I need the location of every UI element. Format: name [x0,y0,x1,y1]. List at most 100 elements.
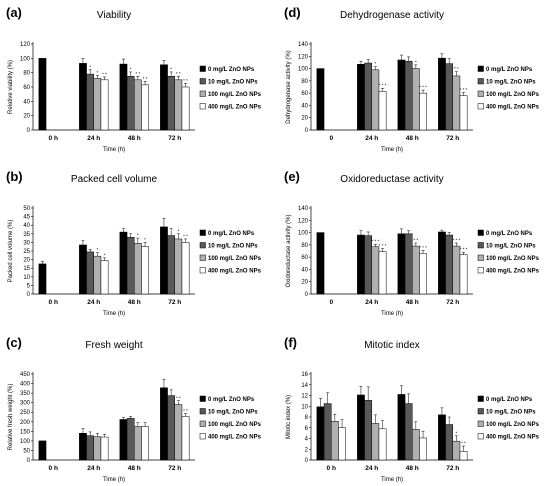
significance-mark: * * * [460,87,468,92]
y-tick-label: 12 [301,394,308,400]
bar [126,418,135,461]
bar [167,235,176,295]
x-axis-label: Time (h) [103,477,125,483]
significance-mark: * * * [371,239,379,244]
legend-label: 400 mg/L ZnO NPs [208,105,262,111]
legend-swatch [199,433,206,440]
bar [445,234,454,295]
y-tick-label: 350 [20,391,31,397]
y-tick-label: 35 [23,232,30,238]
y-tick-label: 60 [301,91,308,97]
bar [364,235,373,295]
bar [86,73,95,131]
chart-panel-3: (c) Fresh weight 0 50 100 150 200 250 300 350 400 4… [6,335,262,483]
bar [316,232,325,295]
x-category-label: 0 [329,299,333,306]
legend-label: 0 mg/L ZnO NPs [208,67,255,73]
bar [445,424,454,461]
legend-label: 100 mg/L ZnO NPs [208,256,262,262]
bar [371,423,380,461]
legend-label: 400 mg/L ZnO NPs [208,435,262,441]
panel-label: (c) [6,335,22,350]
bar [316,68,325,131]
legend-label: 400 mg/L ZnO NPs [486,105,540,111]
legend-swatch [477,267,484,274]
y-tick-label: 100 [298,231,309,237]
bar [160,64,168,131]
y-tick-label: 140 [298,42,309,48]
legend-label: 100 mg/L ZnO NPs [486,256,540,262]
bar [141,246,149,295]
y-tick-label: 250 [20,410,31,416]
chart-panel-6: (f) Mitotic index 0 2 4 6 8 10 12 14 16 Mitotic ind… [284,335,540,483]
x-category-label: 48 h [406,465,419,472]
bar [438,57,446,131]
legend-label: 10 mg/L ZnO NPs [208,410,258,416]
legend-label: 0 mg/L ZnO NPs [486,397,533,403]
significance-mark: * * [143,76,148,81]
significance-mark: * * * [419,245,427,250]
bar [419,437,427,461]
legend-label: 100 mg/L ZnO NPs [208,422,262,428]
legend-label: 0 mg/L ZnO NPs [208,397,255,403]
x-category-label: 72 h [168,135,181,142]
legend-swatch [199,408,206,415]
x-category-label: 24 h [365,299,378,306]
x-category-label: 72 h [168,299,181,306]
legend-swatch [199,395,206,402]
significance-mark: * * * [379,243,387,248]
bar [181,86,190,131]
chart-title: Mitotic index [364,340,420,351]
y-tick-label: 25 [23,249,30,255]
significance-mark: * [144,237,146,242]
legend-swatch [477,65,484,72]
legend-swatch [199,242,206,249]
y-tick-label: 8 [305,415,309,421]
bar [378,91,387,131]
bar [452,75,461,131]
y-tick-label: 450 [20,372,31,378]
significance-mark: * [177,228,179,233]
bar [404,403,413,461]
y-tick-label: 120 [20,42,31,48]
bar [126,76,135,131]
x-axis-label: Time (h) [103,147,125,153]
bar [86,251,95,295]
bar [412,245,420,295]
bar [160,226,168,295]
significance-mark: * [130,66,132,71]
y-tick-label: 45 [23,215,30,221]
bar [100,79,109,131]
bar [93,78,102,131]
legend-swatch [477,229,484,236]
significance-mark: * [170,66,172,71]
significance-mark: * [104,252,106,257]
legend-label: 10 mg/L ZnO NPs [208,80,258,86]
x-category-label: 48 h [128,299,141,306]
bar [126,236,135,295]
significance-mark: * * * [460,247,468,252]
y-tick-label: 16 [301,372,308,378]
bar [119,63,128,131]
bar [79,63,87,131]
y-tick-label: 40 [301,267,308,273]
bar [459,95,468,131]
x-category-label: 0 h [49,299,58,306]
significance-mark: * [137,233,139,238]
y-tick-label: 2 [305,447,309,453]
significance-mark: * [96,247,98,252]
x-category-label: 72 h [168,465,181,472]
chart-title: Packed cell volume [71,174,158,185]
x-category-label: 72 h [446,299,459,306]
bar [38,58,47,131]
significance-mark: * [374,61,376,66]
x-category-label: 24 h [365,465,378,472]
legend-label: 0 mg/L ZnO NPs [208,231,255,237]
legend-label: 10 mg/L ZnO NPs [208,244,258,250]
bar [404,60,413,131]
x-axis-label: Time (h) [381,477,403,483]
bar [419,253,427,295]
y-tick-label: 200 [20,420,31,426]
y-tick-label: 400 [20,382,31,388]
